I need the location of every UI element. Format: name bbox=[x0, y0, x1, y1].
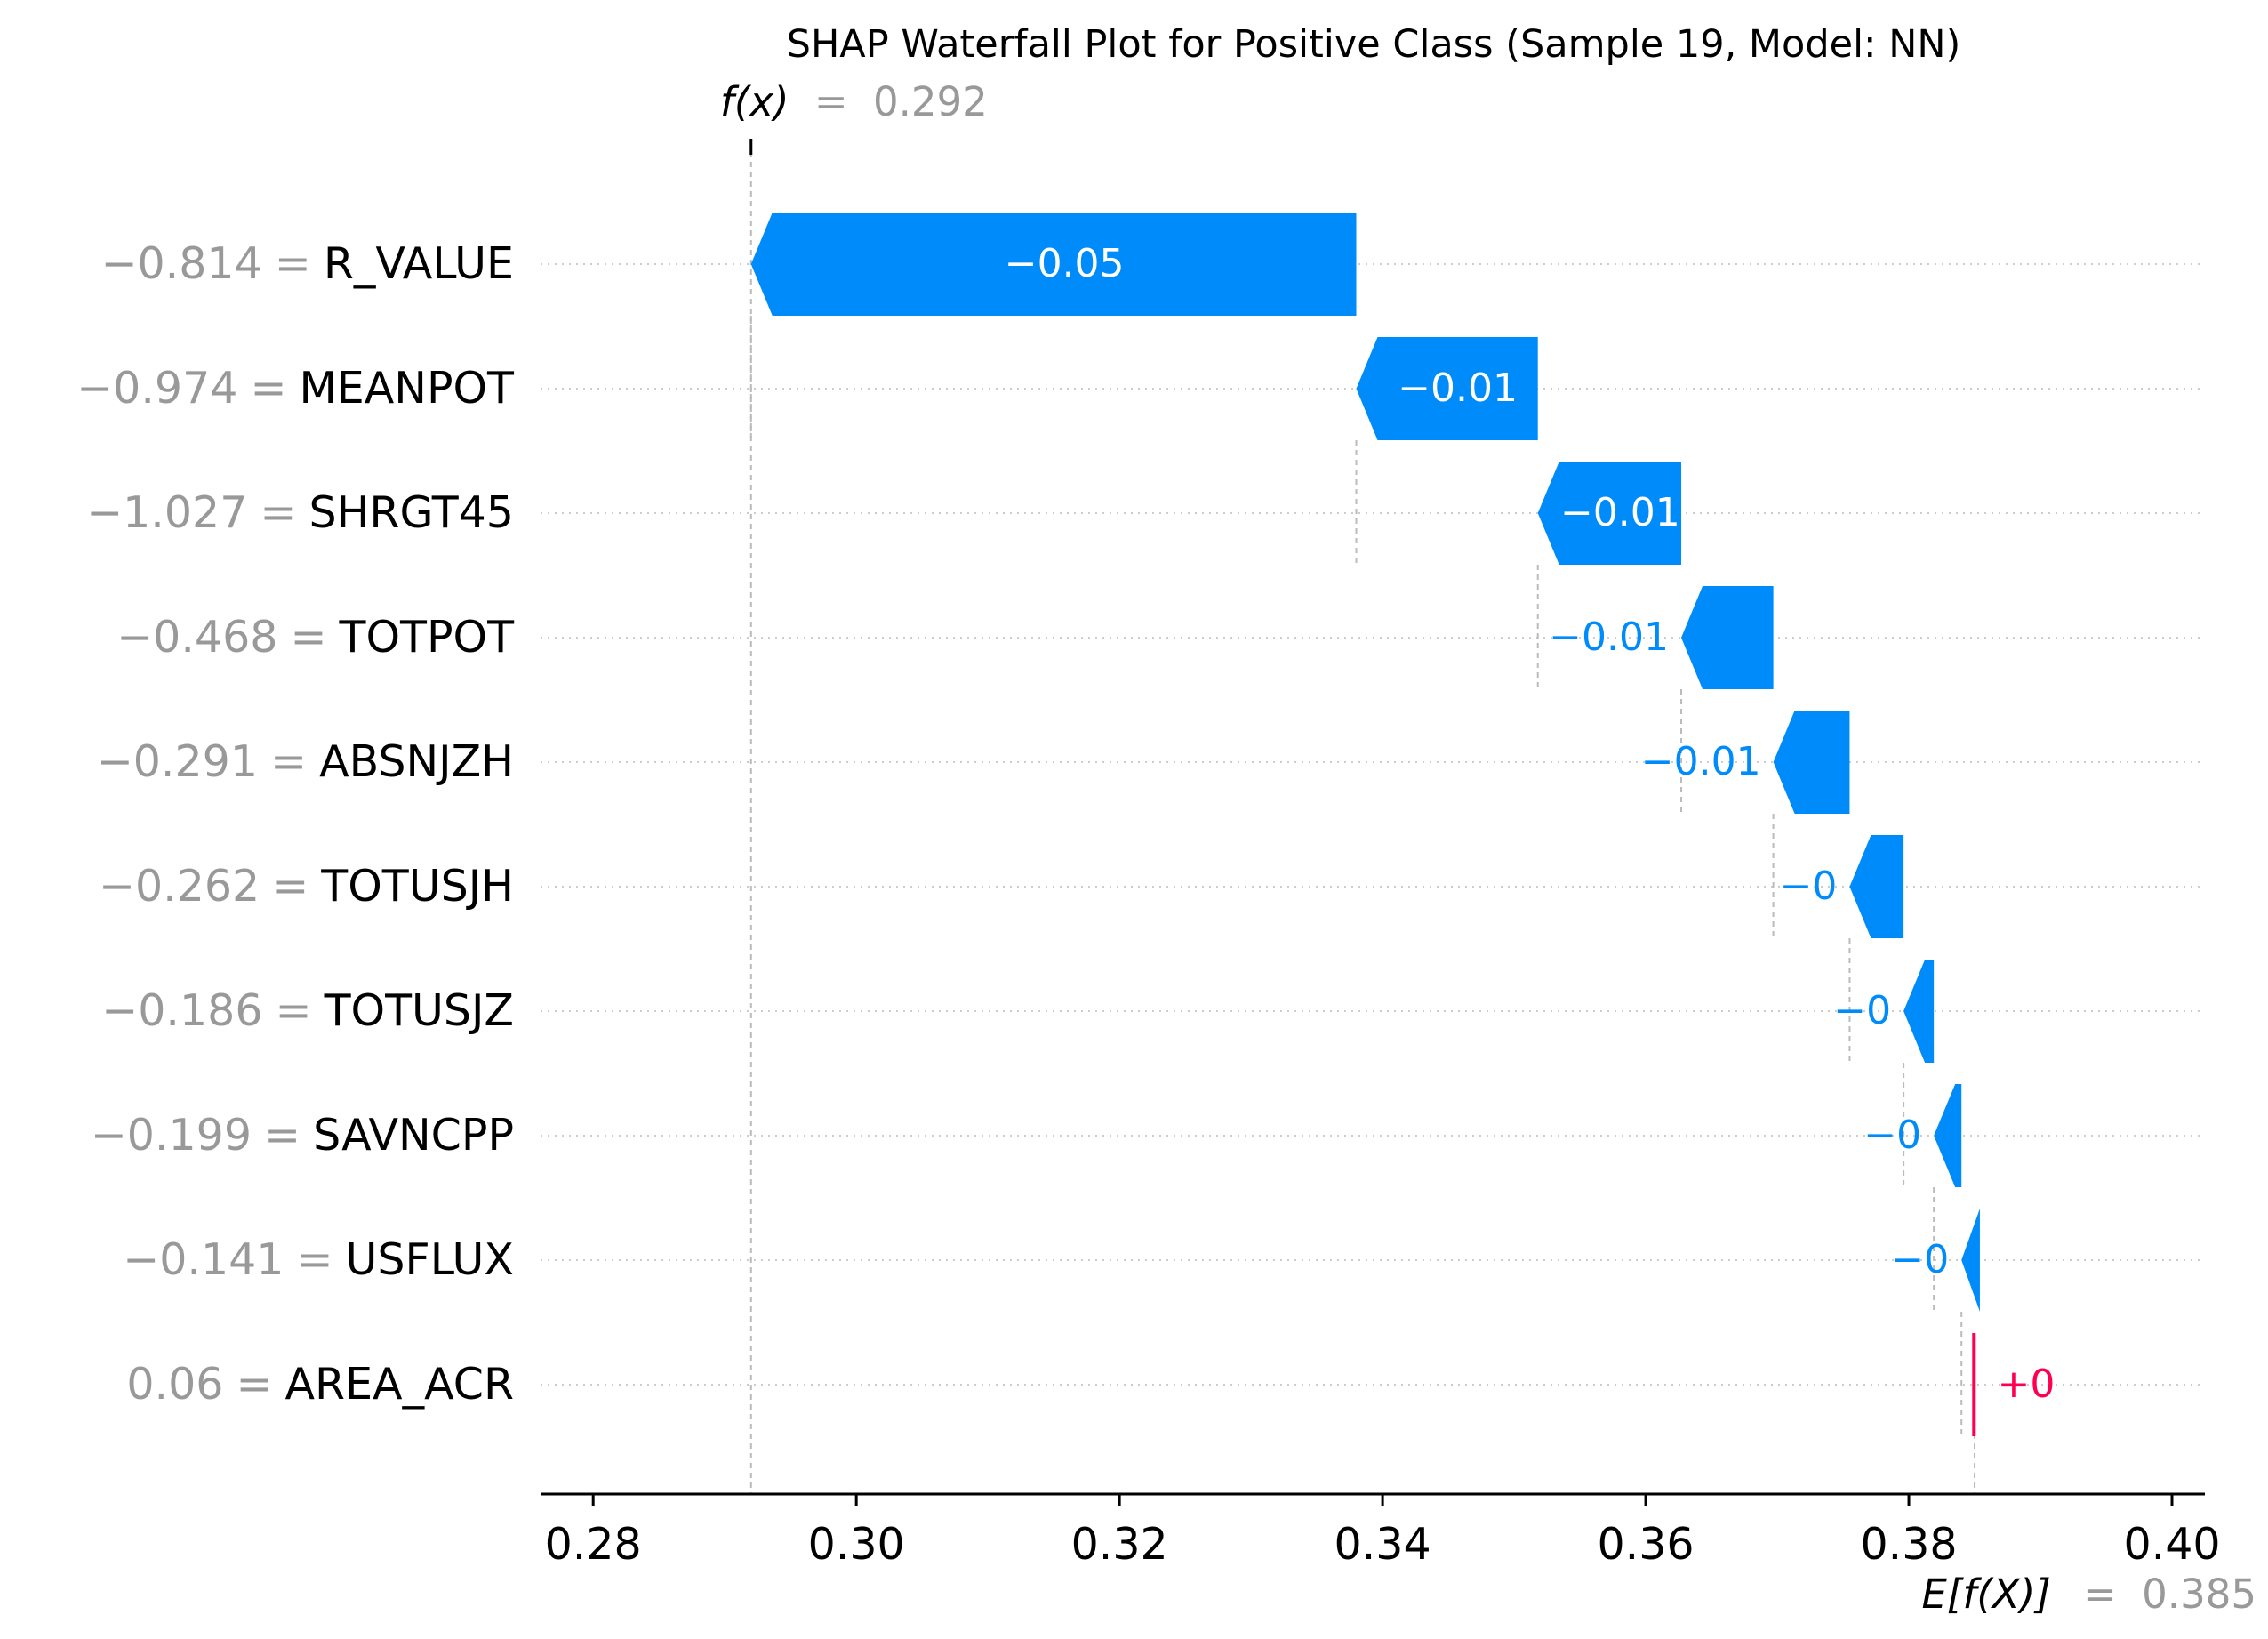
bar-value-label: −0.01 bbox=[1398, 366, 1518, 411]
feature-eq: = bbox=[250, 363, 286, 414]
x-tick-label: 0.32 bbox=[1071, 1519, 1168, 1570]
x-axis: 0.28 0.30 0.32 0.34 0.36 0.38 0.40 bbox=[541, 1492, 2221, 1570]
feature-eq: = bbox=[276, 985, 312, 1036]
chart-title: SHAP Waterfall Plot for Positive Class (… bbox=[787, 22, 1961, 67]
feature-value: −0.468 bbox=[116, 612, 277, 663]
x-tick-label: 0.36 bbox=[1598, 1519, 1695, 1570]
fx-annotation: f(x) = 0.292 bbox=[720, 78, 988, 125]
feature-name: R_VALUE bbox=[324, 238, 514, 289]
feature-name: AREA_ACR bbox=[285, 1359, 514, 1410]
feature-label: −1.027 = SHRGT45 bbox=[86, 487, 514, 538]
x-tick-label: 0.40 bbox=[2123, 1519, 2220, 1570]
shap-bar bbox=[1773, 711, 1850, 814]
fx-value: 0.292 bbox=[873, 78, 988, 125]
ex-eq: = bbox=[2083, 1571, 2117, 1618]
feature-name: SAVNCPP bbox=[313, 1110, 514, 1161]
feature-label: −0.186 = TOTUSJZ bbox=[101, 985, 514, 1036]
feature-value: −0.814 bbox=[100, 238, 261, 289]
fx-eq: = bbox=[814, 78, 848, 125]
feature-label: −0.141 = USFLUX bbox=[123, 1234, 514, 1285]
feature-label: −0.262 = TOTUSJH bbox=[99, 861, 514, 912]
feature-name: USFLUX bbox=[346, 1234, 514, 1285]
shap-bar bbox=[1849, 835, 1904, 938]
shap-bar bbox=[1537, 462, 1682, 565]
feature-name: MEANPOT bbox=[300, 363, 516, 414]
label-layer: −0.814 = R_VALUE −0.05 −0.974 = MEANPOT −0.01 −1… bbox=[76, 238, 2055, 1410]
feature-eq: = bbox=[270, 736, 307, 787]
feature-label: −0.468 = TOTPOT bbox=[116, 612, 515, 663]
ex-annotation: E[f(X)] = 0.385 bbox=[1922, 1571, 2257, 1618]
feature-value: −0.141 bbox=[123, 1234, 284, 1285]
connector-layer bbox=[749, 316, 1963, 1436]
bar-value-label: −0 bbox=[1780, 864, 1838, 909]
fx-label: f(x) bbox=[720, 78, 789, 125]
shap-bar bbox=[1934, 1084, 1962, 1187]
bar-value-label: −0 bbox=[1863, 1113, 1921, 1158]
bar-value-label: −0.05 bbox=[1005, 241, 1125, 286]
feature-eq: = bbox=[260, 487, 296, 538]
shap-bar bbox=[1903, 960, 1935, 1063]
feature-eq: = bbox=[272, 861, 309, 912]
shap-bar bbox=[1961, 1209, 1980, 1312]
shap-bar bbox=[1681, 586, 1774, 689]
feature-label: −0.291 = ABSNJZH bbox=[97, 736, 514, 787]
feature-label: −0.974 = MEANPOT bbox=[76, 363, 515, 414]
feature-eq: = bbox=[296, 1234, 333, 1285]
feature-value: −0.262 bbox=[99, 861, 260, 912]
feature-value: −0.974 bbox=[76, 363, 237, 414]
feature-eq: = bbox=[236, 1359, 272, 1410]
x-tick-label: 0.38 bbox=[1860, 1519, 1957, 1570]
bar-value-label: −0 bbox=[1833, 988, 1891, 1033]
feature-eq: = bbox=[275, 238, 311, 289]
shap-bar bbox=[750, 213, 1357, 316]
bar-value-label: −0 bbox=[1891, 1237, 1949, 1282]
feature-label: −0.199 = SAVNCPP bbox=[91, 1110, 514, 1161]
feature-name: TOTUSJH bbox=[320, 861, 514, 912]
feature-label: 0.06 = AREA_ACR bbox=[126, 1359, 514, 1410]
feature-name: ABSNJZH bbox=[319, 736, 514, 787]
feature-name: TOTUSJZ bbox=[324, 985, 514, 1036]
x-tick-label: 0.34 bbox=[1334, 1519, 1431, 1570]
shap-bar bbox=[1356, 337, 1538, 440]
x-tick-label: 0.28 bbox=[545, 1519, 642, 1570]
feature-value: −0.186 bbox=[101, 985, 262, 1036]
x-tick-label: 0.30 bbox=[808, 1519, 905, 1570]
ex-value: 0.385 bbox=[2142, 1571, 2256, 1618]
ex-label: E[f(X)] bbox=[1922, 1571, 2051, 1618]
feature-name: TOTPOT bbox=[339, 612, 516, 663]
feature-value: −0.291 bbox=[97, 736, 258, 787]
bar-layer bbox=[750, 213, 1980, 1436]
feature-name: SHRGT45 bbox=[309, 487, 514, 538]
feature-label: −0.814 = R_VALUE bbox=[100, 238, 514, 289]
bar-value-label: −0.01 bbox=[1641, 739, 1761, 784]
feature-value: 0.06 bbox=[126, 1359, 223, 1410]
feature-value: −0.199 bbox=[91, 1110, 252, 1161]
bar-value-label: −0.01 bbox=[1560, 490, 1680, 535]
bar-value-label: −0.01 bbox=[1549, 615, 1669, 660]
feature-eq: = bbox=[290, 612, 326, 663]
bar-value-label: +0 bbox=[1998, 1362, 2056, 1407]
feature-eq: = bbox=[264, 1110, 301, 1161]
feature-value: −1.027 bbox=[86, 487, 247, 538]
grid-layer bbox=[541, 139, 2205, 1494]
